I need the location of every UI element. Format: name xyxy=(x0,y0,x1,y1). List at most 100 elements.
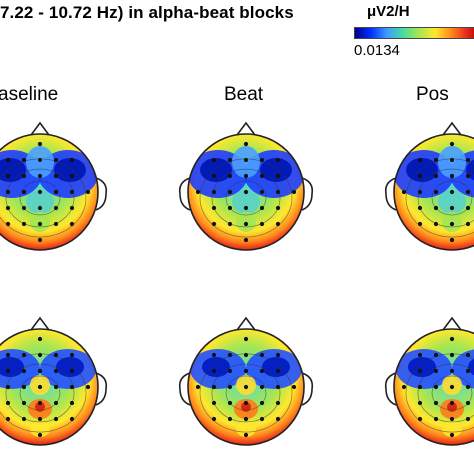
nose xyxy=(236,316,256,331)
electrode-dot xyxy=(21,416,27,422)
electrode-dot xyxy=(275,400,281,406)
electrode-dot xyxy=(259,157,265,163)
electrode-dot xyxy=(37,384,43,390)
electrode-dot xyxy=(433,384,439,390)
electrode-dot xyxy=(291,384,297,390)
electrode-dot xyxy=(417,205,423,211)
electrode-dot xyxy=(37,432,43,438)
electrode-dot xyxy=(449,416,455,422)
electrode-dot xyxy=(243,416,249,422)
electrode-dot xyxy=(449,157,455,163)
electrode-dot xyxy=(259,368,265,374)
electrode-dot xyxy=(21,400,27,406)
electrode-dot xyxy=(243,157,249,163)
electrode-dot xyxy=(401,384,407,390)
electrode-dot xyxy=(401,189,407,195)
electrode-dot xyxy=(433,221,439,227)
electrode-dot xyxy=(211,400,217,406)
electrode-dot xyxy=(417,384,423,390)
electrode-dot xyxy=(69,368,75,374)
electrode-dot xyxy=(275,368,281,374)
electrode-dot xyxy=(21,157,27,163)
electrode-dot xyxy=(417,400,423,406)
electrode-dot xyxy=(259,416,265,422)
electrode-dot xyxy=(211,205,217,211)
column-label-post: Pos xyxy=(416,84,449,105)
electrode-dot xyxy=(195,384,201,390)
electrode-dot xyxy=(227,352,233,358)
electrode-dot xyxy=(227,157,233,163)
electrode-dot xyxy=(465,221,471,227)
nose xyxy=(30,121,50,136)
electrode-dot xyxy=(259,384,265,390)
electrode-dot xyxy=(227,189,233,195)
colorbar xyxy=(354,27,474,39)
electrode-dot xyxy=(433,205,439,211)
electrode-dot xyxy=(449,221,455,227)
topomap-baseline-top xyxy=(0,121,108,251)
electrode-dot xyxy=(449,237,455,243)
electrode-dot xyxy=(433,189,439,195)
electrode-dot xyxy=(243,368,249,374)
electrode-dot xyxy=(37,173,43,179)
electrode-dot xyxy=(275,352,281,358)
electrode-dot xyxy=(37,400,43,406)
electrode-dot xyxy=(433,157,439,163)
topomap-beat-top xyxy=(178,121,314,251)
electrode-dot xyxy=(227,368,233,374)
nose xyxy=(442,121,462,136)
electrode-dot xyxy=(21,189,27,195)
electrode-dot xyxy=(259,221,265,227)
head-outline xyxy=(0,133,99,251)
electrode-dot xyxy=(449,205,455,211)
electrode-dot xyxy=(211,368,217,374)
electrode-dot xyxy=(21,368,27,374)
electrode-dot xyxy=(227,205,233,211)
electrode-dot xyxy=(21,384,27,390)
electrode-dot xyxy=(291,189,297,195)
head-outline xyxy=(187,133,305,251)
electrode-dot xyxy=(211,189,217,195)
electrode-dot xyxy=(275,205,281,211)
electrode-dot xyxy=(53,205,59,211)
electrode-dot xyxy=(465,205,471,211)
electrode-dot xyxy=(243,205,249,211)
electrode-dot xyxy=(37,352,43,358)
electrode-dot xyxy=(195,189,201,195)
electrode-dot xyxy=(243,336,249,342)
electrode-dot xyxy=(433,368,439,374)
electrode-dot xyxy=(433,173,439,179)
electrode-dot xyxy=(37,368,43,374)
electrode-dot xyxy=(465,416,471,422)
electrode-dot xyxy=(37,336,43,342)
electrode-dot xyxy=(69,205,75,211)
electrode-dot xyxy=(433,352,439,358)
electrode-dot xyxy=(5,368,11,374)
electrode-dot xyxy=(69,352,75,358)
topomap-beat-bot xyxy=(178,316,314,446)
column-label-baseline: aseline xyxy=(0,84,59,105)
ear-left xyxy=(384,177,397,211)
electrode-dot xyxy=(53,221,59,227)
electrode-dot xyxy=(5,352,11,358)
electrode-dot xyxy=(227,400,233,406)
electrode-dot xyxy=(37,157,43,163)
electrode-dot xyxy=(465,189,471,195)
electrode-dot xyxy=(53,352,59,358)
electrode-dot xyxy=(449,189,455,195)
electrode-dot xyxy=(53,157,59,163)
electrode-dot xyxy=(243,400,249,406)
electrode-dot xyxy=(21,173,27,179)
ear-left xyxy=(384,372,397,406)
electrode-dot xyxy=(433,416,439,422)
electrode-dot xyxy=(5,205,11,211)
electrode-dot xyxy=(69,384,75,390)
column-label-beat: Beat xyxy=(224,84,264,105)
electrode-dot xyxy=(21,352,27,358)
electrode-dot xyxy=(53,384,59,390)
electrode-dot xyxy=(275,384,281,390)
electrode-dot xyxy=(211,416,217,422)
electrode-dot xyxy=(227,384,233,390)
electrode-dot xyxy=(5,384,11,390)
electrode-dot xyxy=(449,173,455,179)
